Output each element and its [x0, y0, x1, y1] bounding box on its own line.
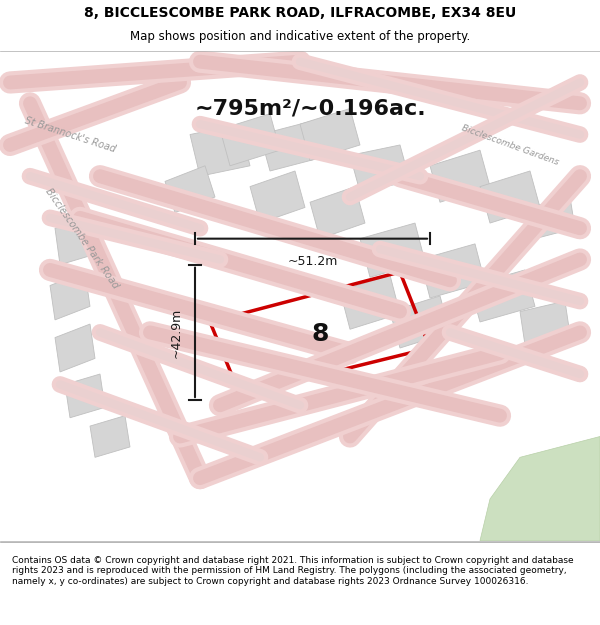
- Polygon shape: [165, 166, 215, 212]
- Polygon shape: [55, 218, 95, 265]
- Text: Contains OS data © Crown copyright and database right 2021. This information is : Contains OS data © Crown copyright and d…: [12, 556, 574, 586]
- Polygon shape: [360, 223, 425, 278]
- Polygon shape: [250, 171, 305, 223]
- Polygon shape: [310, 187, 365, 239]
- Text: ~51.2m: ~51.2m: [287, 256, 338, 268]
- Text: St Brannock's Road: St Brannock's Road: [23, 115, 117, 154]
- Polygon shape: [420, 244, 485, 298]
- Polygon shape: [480, 171, 540, 223]
- Polygon shape: [65, 374, 105, 418]
- Polygon shape: [90, 416, 130, 457]
- Polygon shape: [530, 197, 575, 239]
- Polygon shape: [520, 301, 570, 345]
- Text: 8: 8: [311, 322, 329, 346]
- Polygon shape: [480, 436, 600, 541]
- Polygon shape: [430, 150, 490, 202]
- Polygon shape: [340, 275, 400, 329]
- Polygon shape: [260, 119, 330, 171]
- Text: ~795m²/~0.196ac.: ~795m²/~0.196ac.: [194, 99, 426, 119]
- Text: Bicclescombe Gardens: Bicclescombe Gardens: [460, 123, 560, 167]
- Text: Map shows position and indicative extent of the property.: Map shows position and indicative extent…: [130, 31, 470, 43]
- Polygon shape: [220, 114, 280, 166]
- Text: ~42.9m: ~42.9m: [170, 308, 183, 358]
- Polygon shape: [50, 272, 90, 320]
- Polygon shape: [350, 145, 410, 192]
- Text: 8, BICCLESCOMBE PARK ROAD, ILFRACOMBE, EX34 8EU: 8, BICCLESCOMBE PARK ROAD, ILFRACOMBE, E…: [84, 6, 516, 20]
- Polygon shape: [470, 270, 535, 322]
- Text: Bicclescombe Park Road: Bicclescombe Park Road: [43, 187, 121, 291]
- Polygon shape: [190, 124, 250, 176]
- Polygon shape: [300, 109, 360, 161]
- Polygon shape: [390, 296, 450, 348]
- Polygon shape: [55, 324, 95, 372]
